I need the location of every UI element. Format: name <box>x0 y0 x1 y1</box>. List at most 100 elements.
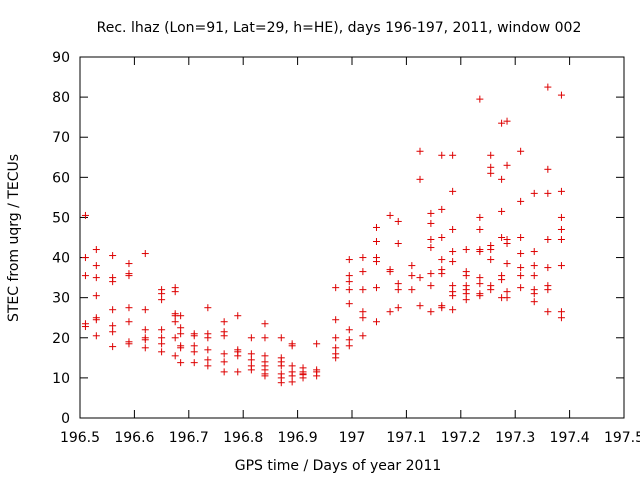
x-axis: 196.5 196.6 196.7 196.8 196.9 197 197.1 197.2 19… <box>60 57 640 446</box>
data-point <box>394 217 402 225</box>
data-point <box>438 304 446 312</box>
data-point <box>359 308 367 316</box>
data-point <box>141 326 149 334</box>
data-point <box>332 354 340 362</box>
data-point <box>190 342 198 350</box>
data-point <box>359 254 367 262</box>
data-point <box>394 304 402 312</box>
data-point <box>476 280 484 288</box>
x-tick-label: 196.6 <box>114 430 154 446</box>
data-point <box>171 288 179 296</box>
data-point <box>158 348 166 356</box>
data-point <box>449 225 457 233</box>
data-point <box>313 340 321 348</box>
data-point <box>503 294 511 302</box>
data-series-stec <box>81 83 565 387</box>
data-point <box>171 318 179 326</box>
data-point <box>190 332 198 340</box>
chart-title: Rec. lhaz (Lon=91, Lat=29, h=HE), days 1… <box>97 20 582 36</box>
data-point <box>204 334 212 342</box>
data-point <box>427 308 435 316</box>
data-point <box>141 306 149 314</box>
data-point <box>427 270 435 278</box>
data-point <box>416 175 424 183</box>
data-point <box>557 308 565 316</box>
y-tick-label: 30 <box>52 291 70 307</box>
data-point <box>416 302 424 310</box>
data-point <box>503 117 511 125</box>
data-point <box>503 240 511 248</box>
y-tick-label: 90 <box>52 50 70 66</box>
y-tick-label: 80 <box>52 90 70 106</box>
data-point <box>247 366 255 374</box>
data-point <box>345 278 353 286</box>
data-point <box>345 342 353 350</box>
data-point <box>345 286 353 294</box>
data-point <box>125 340 133 348</box>
y-tick-label: 70 <box>52 130 70 146</box>
data-point <box>386 211 394 219</box>
data-point <box>416 147 424 155</box>
data-point <box>476 292 484 300</box>
data-point <box>190 359 198 367</box>
data-point <box>416 274 424 282</box>
data-point <box>530 248 538 256</box>
data-point <box>530 272 538 280</box>
data-point <box>476 95 484 103</box>
data-point <box>81 272 89 280</box>
data-point <box>92 292 100 300</box>
data-point <box>220 318 228 326</box>
data-point <box>92 332 100 340</box>
y-tick-label: 10 <box>52 371 70 387</box>
data-point <box>487 286 495 294</box>
data-point <box>345 272 353 280</box>
x-tick-label: 197 <box>339 430 366 446</box>
data-point <box>386 308 394 316</box>
data-point <box>359 332 367 340</box>
data-point <box>234 312 242 320</box>
data-point <box>158 340 166 348</box>
data-point <box>261 372 269 380</box>
data-point <box>277 334 285 342</box>
data-point <box>204 356 212 364</box>
data-point <box>498 175 506 183</box>
data-point <box>299 374 307 382</box>
data-point <box>487 151 495 159</box>
data-point <box>557 91 565 99</box>
data-point <box>544 236 552 244</box>
data-point <box>372 223 380 231</box>
data-point <box>476 248 484 256</box>
data-point <box>557 236 565 244</box>
data-point <box>517 197 525 205</box>
data-point <box>288 378 296 386</box>
data-point <box>394 286 402 294</box>
data-point <box>288 372 296 380</box>
data-point <box>109 328 117 336</box>
data-point <box>530 290 538 298</box>
data-point <box>345 336 353 344</box>
data-point <box>234 352 242 360</box>
data-point <box>438 270 446 278</box>
data-point <box>158 334 166 342</box>
data-point <box>141 344 149 352</box>
data-point <box>476 213 484 221</box>
data-point <box>171 352 179 360</box>
y-tick-label: 0 <box>61 411 70 427</box>
data-point <box>92 316 100 324</box>
data-point <box>220 332 228 340</box>
data-point <box>517 264 525 272</box>
data-point <box>81 323 89 331</box>
data-point <box>438 151 446 159</box>
data-point <box>427 219 435 227</box>
data-point <box>277 379 285 387</box>
data-point <box>177 359 185 367</box>
data-point <box>313 372 321 380</box>
y-tick-label: 60 <box>52 170 70 186</box>
data-point <box>544 308 552 316</box>
data-point <box>557 314 565 322</box>
data-point <box>359 286 367 294</box>
x-tick-label: 197.4 <box>550 430 590 446</box>
data-point <box>177 330 185 338</box>
data-point <box>204 362 212 370</box>
